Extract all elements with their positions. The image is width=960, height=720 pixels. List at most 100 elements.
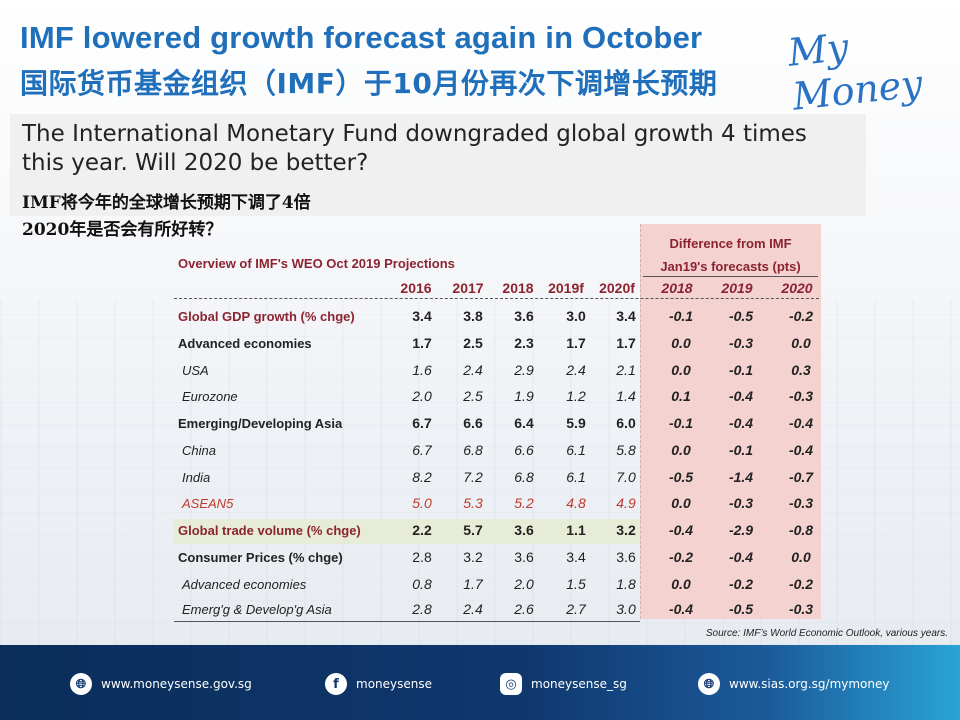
source-note: Source: IMF’s World Economic Outlook, va…	[705, 628, 948, 639]
value-cell: 6.7	[412, 442, 432, 458]
value-cell: 1.1	[566, 522, 586, 538]
value-cell: 3.0	[566, 308, 586, 324]
value-cell: 7.2	[463, 469, 483, 485]
value-cell: 3.6	[514, 308, 534, 324]
value-cell: 1.9	[514, 388, 534, 404]
difference-band	[640, 224, 821, 619]
diff-cell: 0.0	[671, 442, 691, 458]
diff-cell: -0.2	[788, 576, 814, 592]
value-cell: 8.2	[412, 469, 432, 485]
year-header-cell: 2017	[452, 280, 484, 296]
difference-header-line1: Difference from IMF	[669, 236, 792, 251]
footer-link-moneysense-site[interactable]: 🌐︎ www.moneysense.gov.sg	[70, 672, 252, 696]
difference-header: Difference from IMF Jan19's forecasts (p…	[640, 232, 821, 278]
diff-cell: 0.0	[671, 495, 691, 511]
value-cell: 5.3	[463, 495, 483, 511]
trade-row-highlight	[174, 519, 640, 544]
year-header-cell: 2016	[400, 280, 432, 296]
footer-link-sias-site[interactable]: 🌐︎ www.sias.org.sg/mymoney	[698, 672, 889, 696]
table-bottom-rule	[174, 621, 640, 622]
diff-year-header-cell: 2020	[781, 280, 813, 296]
value-cell: 2.5	[463, 335, 483, 351]
diff-cell: 0.0	[671, 362, 691, 378]
table-row: India 8.2 7.2 6.8 6.1 7.0 -0.5 -1.4 -0.7	[0, 466, 960, 492]
table-row: Global trade volume (% chge) 2.2 5.7 3.6…	[0, 519, 960, 545]
value-cell: 6.6	[514, 442, 534, 458]
table-row: ASEAN5 5.0 5.3 5.2 4.8 4.9 0.0 -0.3 -0.3	[0, 492, 960, 518]
value-cell: 6.1	[566, 442, 586, 458]
value-cell: 3.6	[514, 549, 534, 565]
value-cell: 3.2	[616, 522, 636, 538]
diff-cell: -0.2	[668, 549, 694, 565]
subtitle-en: The International Monetary Fund downgrad…	[22, 121, 807, 176]
value-cell: 3.4	[412, 308, 432, 324]
value-cell: 5.9	[566, 415, 586, 431]
value-cell: 3.4	[566, 549, 586, 565]
header-divider	[174, 298, 819, 299]
value-cell: 3.6	[514, 522, 534, 538]
subtitle-zh-line1: IMF将今年的全球增长预期下调了4倍	[22, 193, 311, 213]
footer-link-text: www.moneysense.gov.sg	[101, 677, 252, 691]
table-row: Emerg'g & Develop'g Asia 2.8 2.4 2.6 2.7…	[0, 598, 960, 624]
value-cell: 2.8	[412, 601, 432, 617]
row-label: Global GDP growth (% chge)	[178, 309, 355, 324]
value-cell: 1.2	[566, 388, 586, 404]
value-cell: 6.7	[412, 415, 432, 431]
row-label: Advanced economies	[178, 336, 312, 351]
table-row: Emerging/Developing Asia 6.7 6.6 6.4 5.9…	[0, 412, 960, 438]
diff-cell: -0.3	[788, 601, 814, 617]
value-cell: 5.8	[616, 442, 636, 458]
value-cell: 3.0	[616, 601, 636, 617]
value-cell: 1.7	[463, 576, 483, 592]
value-cell: 5.0	[412, 495, 432, 511]
globe-icon: 🌐︎	[698, 673, 720, 695]
table-row: China 6.7 6.8 6.6 6.1 5.8 0.0 -0.1 -0.4	[0, 439, 960, 465]
value-cell: 2.9	[514, 362, 534, 378]
table-row: Global GDP growth (% chge) 3.4 3.8 3.6 3…	[0, 305, 960, 331]
diff-cell: 0.0	[671, 335, 691, 351]
diff-cell: -0.5	[728, 308, 754, 324]
value-cell: 5.7	[463, 522, 483, 538]
diff-cell: 0.0	[671, 576, 691, 592]
value-cell: 3.4	[616, 308, 636, 324]
value-cell: 1.5	[566, 576, 586, 592]
value-cell: 2.7	[566, 601, 586, 617]
value-cell: 6.4	[514, 415, 534, 431]
row-label: Advanced economies	[182, 577, 307, 592]
subtitle-zh-line2: 2020年是否会有所好转？	[22, 220, 223, 240]
diff-cell: -1.4	[728, 469, 754, 485]
year-header-cell: 2018	[502, 280, 534, 296]
footer-link-instagram[interactable]: ◎ moneysense_sg	[500, 672, 627, 696]
value-cell: 1.7	[616, 335, 636, 351]
diff-cell: -0.8	[788, 522, 814, 538]
row-label: India	[182, 470, 211, 485]
value-cell: 2.6	[514, 601, 534, 617]
row-label: Eurozone	[182, 389, 238, 404]
table-row: Advanced economies 0.8 1.7 2.0 1.5 1.8 0…	[0, 573, 960, 599]
diff-cell: -2.9	[728, 522, 754, 538]
year-header-cell: 2019f	[548, 280, 584, 296]
value-cell: 6.1	[566, 469, 586, 485]
diff-cell: 0.0	[791, 335, 811, 351]
diff-cell: -0.4	[788, 442, 814, 458]
diff-cell: -0.3	[788, 495, 814, 511]
value-cell: 6.8	[514, 469, 534, 485]
page-title-en: IMF lowered growth forecast again in Oct…	[20, 20, 703, 55]
footer-link-facebook[interactable]: f moneysense	[325, 672, 432, 696]
value-cell: 6.6	[463, 415, 483, 431]
subtitle-box	[10, 114, 866, 216]
value-cell: 6.0	[616, 415, 636, 431]
difference-header-line2: Jan19's forecasts (pts)	[660, 259, 801, 274]
diff-cell: -0.2	[788, 308, 814, 324]
diff-cell: -0.4	[788, 415, 814, 431]
footer-link-text: www.sias.org.sg/mymoney	[729, 677, 890, 691]
footer-bar: 🌐︎ www.moneysense.gov.sg f moneysense ◎ …	[0, 645, 960, 720]
diff-cell: -0.5	[668, 469, 694, 485]
diff-cell: -0.3	[728, 495, 754, 511]
diff-year-header-cell: 2018	[661, 280, 693, 296]
footer-link-text: moneysense	[356, 677, 432, 691]
table-row: USA 1.6 2.4 2.9 2.4 2.1 0.0 -0.1 0.3	[0, 359, 960, 385]
value-cell: 5.2	[514, 495, 534, 511]
diff-cell: -0.7	[788, 469, 814, 485]
value-cell: 2.4	[566, 362, 586, 378]
